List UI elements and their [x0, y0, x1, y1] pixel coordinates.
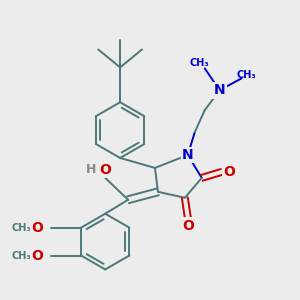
Text: H: H [86, 164, 97, 176]
Text: CH₃: CH₃ [11, 250, 31, 260]
Text: O: O [31, 220, 43, 235]
Text: O: O [31, 248, 43, 262]
Text: O: O [224, 165, 236, 179]
Text: CH₃: CH₃ [237, 70, 256, 80]
Text: CH₃: CH₃ [190, 58, 210, 68]
Text: O: O [182, 219, 194, 232]
Text: O: O [99, 163, 111, 177]
Text: CH₃: CH₃ [11, 223, 31, 232]
Text: N: N [214, 83, 226, 97]
Text: N: N [182, 148, 194, 162]
